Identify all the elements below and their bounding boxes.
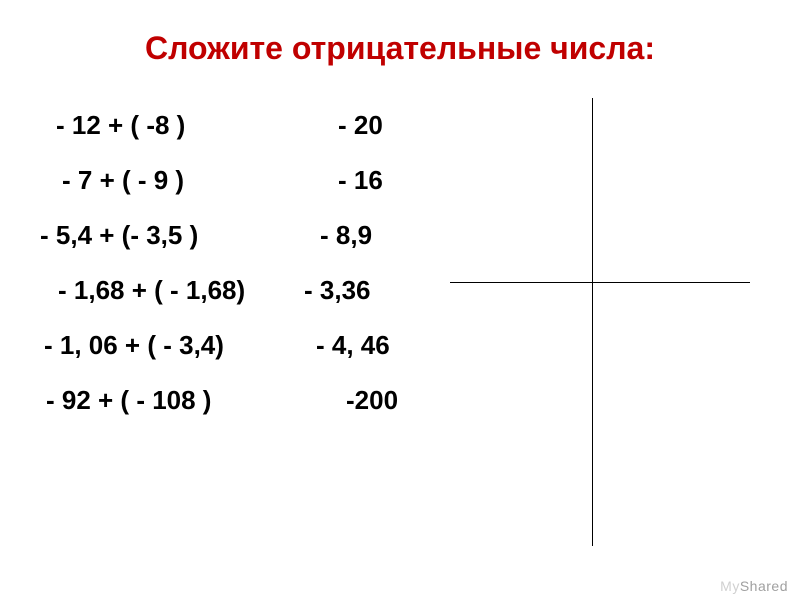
axis-vertical xyxy=(592,98,593,546)
problem-row: - 1, 06 + ( - 3,4)- 4, 46 xyxy=(40,330,398,361)
expression: - 1,68 + ( - 1,68) xyxy=(40,275,290,306)
expression: - 5,4 + (- 3,5 ) xyxy=(40,220,290,251)
expression: - 92 + ( - 108 ) xyxy=(40,385,290,416)
problem-row: - 7 + ( - 9 )- 16 xyxy=(40,165,398,196)
watermark-light: My xyxy=(720,578,740,594)
answer: - 4, 46 xyxy=(290,330,390,361)
problems-list: - 12 + ( -8 )- 20- 7 + ( - 9 )- 16- 5,4 … xyxy=(40,110,398,440)
answer: - 3,36 xyxy=(290,275,371,306)
watermark: MyShared xyxy=(720,578,788,594)
problem-row: - 12 + ( -8 )- 20 xyxy=(40,110,398,141)
problem-row: - 5,4 + (- 3,5 )- 8,9 xyxy=(40,220,398,251)
expression: - 1, 06 + ( - 3,4) xyxy=(40,330,290,361)
problem-row: - 1,68 + ( - 1,68)- 3,36 xyxy=(40,275,398,306)
problem-row: - 92 + ( - 108 )-200 xyxy=(40,385,398,416)
expression: - 12 + ( -8 ) xyxy=(40,110,290,141)
axis-horizontal xyxy=(450,282,750,283)
page-title: Сложите отрицательные числа: xyxy=(0,0,800,87)
watermark-dark: Shared xyxy=(740,578,788,594)
answer: - 8,9 xyxy=(290,220,372,251)
answer: - 20 xyxy=(290,110,383,141)
expression: - 7 + ( - 9 ) xyxy=(40,165,290,196)
answer: - 16 xyxy=(290,165,383,196)
answer: -200 xyxy=(290,385,398,416)
